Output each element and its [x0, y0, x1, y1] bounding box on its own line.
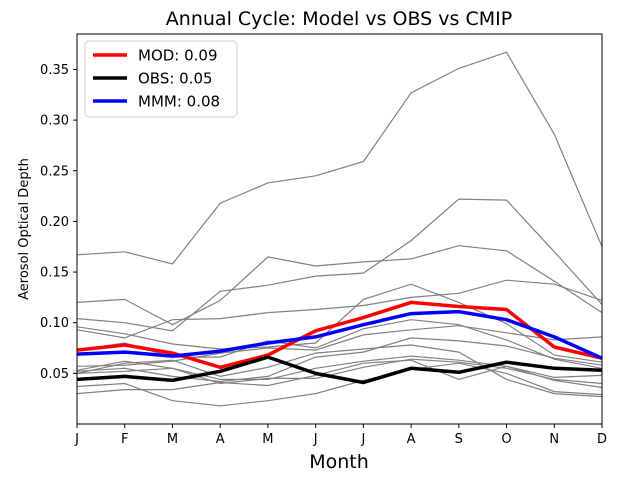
- cmip-line-2: [76, 245, 603, 326]
- legend: MOD: 0.09 OBS: 0.05 MMM: 0.08: [84, 40, 238, 118]
- y-tick-label: 0.20: [40, 215, 69, 230]
- x-tick-label: A: [407, 432, 416, 447]
- legend-label-mmm: MMM: 0.08: [138, 93, 220, 111]
- cmip-line-4: [76, 279, 603, 339]
- y-axis-ticks: 0.05 0.10 0.15 0.20 0.25 0.30 0.35: [40, 63, 77, 382]
- cmip-line-5: [76, 283, 603, 363]
- plot-frame: [76, 33, 603, 425]
- y-tick-label: 0.15: [40, 266, 69, 281]
- cmip-line-13: [76, 344, 603, 398]
- legend-label-mod: MOD: 0.09: [138, 47, 218, 65]
- x-tick-label: A: [216, 432, 225, 447]
- x-tick-label: S: [455, 432, 463, 447]
- y-tick-label: 0.05: [40, 367, 69, 382]
- x-tick-label: M: [167, 432, 178, 447]
- x-tick-label: J: [74, 432, 79, 447]
- cmip-line-3: [76, 198, 603, 332]
- series-line-mod: [76, 300, 603, 370]
- x-axis-label: Month: [309, 451, 369, 473]
- chart-title: Annual Cycle: Model vs OBS vs CMIP: [166, 8, 512, 30]
- y-axis-label: Aerosol Optical Depth: [17, 158, 32, 300]
- main-series: [76, 300, 603, 385]
- y-tick-label: 0.35: [40, 63, 69, 78]
- x-tick-label: J: [313, 432, 318, 447]
- x-tick-label: J: [360, 432, 365, 447]
- y-tick-label: 0.25: [40, 164, 69, 179]
- x-tick-label: F: [121, 432, 128, 447]
- cmip-line-1: [76, 51, 603, 265]
- x-tick-label: D: [597, 432, 607, 447]
- legend-box: [84, 40, 238, 118]
- cmip-line-12: [76, 359, 603, 395]
- series-line-obs: [76, 355, 603, 385]
- x-tick-label: N: [549, 432, 559, 447]
- x-tick-label: M: [262, 432, 273, 447]
- cmip-line-11: [76, 362, 603, 407]
- y-tick-label: 0.30: [40, 114, 69, 129]
- cmip-line-8: [76, 337, 603, 383]
- series-line-mmm: [76, 309, 603, 360]
- legend-label-obs: OBS: 0.05: [138, 70, 213, 88]
- x-tick-label: O: [501, 432, 511, 447]
- y-tick-label: 0.10: [40, 316, 69, 331]
- cmip-line-10: [76, 358, 603, 385]
- cmip-lines: [76, 51, 603, 407]
- cmip-line-7: [76, 325, 603, 367]
